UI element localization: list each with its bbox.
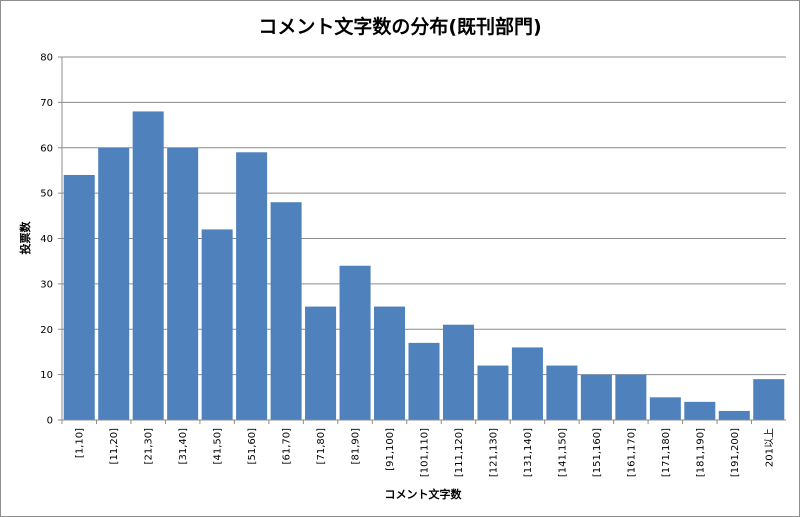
bar — [374, 306, 406, 420]
x-tick-label: [71,80] — [316, 428, 327, 465]
y-tick-label: 60 — [40, 143, 53, 154]
x-tick-label: [11,20] — [109, 428, 120, 465]
bar — [477, 365, 509, 420]
x-tick-label: [81,90] — [351, 428, 362, 465]
x-tick-label: [91,100] — [385, 428, 396, 471]
x-axis-title: コメント文字数 — [385, 487, 463, 501]
x-tick-label: [51,60] — [247, 428, 258, 465]
x-tick-label: [31,40] — [178, 428, 189, 465]
x-tick-label: 201以上 — [763, 428, 775, 467]
y-tick-label: 80 — [40, 53, 53, 64]
bar — [684, 401, 716, 420]
y-tick-label: 50 — [40, 189, 53, 200]
bar — [98, 147, 130, 420]
x-tick-label: [151,160] — [592, 428, 603, 477]
x-tick-label: [191,200] — [730, 428, 741, 477]
bar — [167, 147, 199, 420]
x-tick-label: [121,130] — [488, 428, 499, 477]
bar — [236, 152, 268, 420]
x-tick-label: [111,120] — [454, 428, 465, 477]
bar — [408, 342, 440, 420]
bar — [201, 229, 233, 420]
bar — [718, 410, 750, 420]
y-tick-label: 0 — [47, 416, 53, 427]
y-axis-title: 投票数 — [18, 221, 32, 255]
x-tick-label: [181,190] — [695, 428, 706, 477]
x-tick-label: [21,30] — [144, 428, 155, 465]
x-tick-label: [61,70] — [282, 428, 293, 465]
x-tick-label: [161,170] — [626, 428, 637, 477]
bar — [442, 324, 474, 420]
y-tick-label: 70 — [40, 98, 53, 109]
bar — [649, 397, 681, 420]
x-tick-labels: [1,10] [11,20] [21,30] [31,40] [41,50] [51,60… — [61, 420, 775, 477]
y-tick-label: 40 — [40, 234, 53, 245]
bar — [580, 374, 612, 420]
bar — [63, 174, 95, 420]
x-tick-label: [141,150] — [557, 428, 568, 477]
x-tick-label: [1,10] — [75, 428, 86, 458]
y-tick-label: 10 — [40, 370, 53, 381]
bar — [339, 265, 371, 420]
x-tick-label: [131,140] — [523, 428, 534, 477]
bar — [132, 111, 164, 420]
bar — [305, 306, 337, 420]
y-tick-label: 30 — [40, 279, 53, 290]
x-tick-label: [171,180] — [661, 428, 672, 477]
bar — [615, 374, 647, 420]
bar — [546, 365, 578, 420]
bar — [270, 202, 302, 420]
x-tick-label: [41,50] — [213, 428, 224, 465]
bars — [63, 111, 785, 420]
x-tick-label: [101,110] — [420, 428, 431, 477]
bar — [753, 379, 785, 420]
bar — [511, 347, 543, 420]
y-tick-label: 20 — [40, 325, 53, 336]
chart-title: コメント文字数の分布(既刊部門) — [258, 15, 541, 38]
y-tick-labels: 0 10 20 30 40 50 60 70 80 — [40, 53, 62, 427]
